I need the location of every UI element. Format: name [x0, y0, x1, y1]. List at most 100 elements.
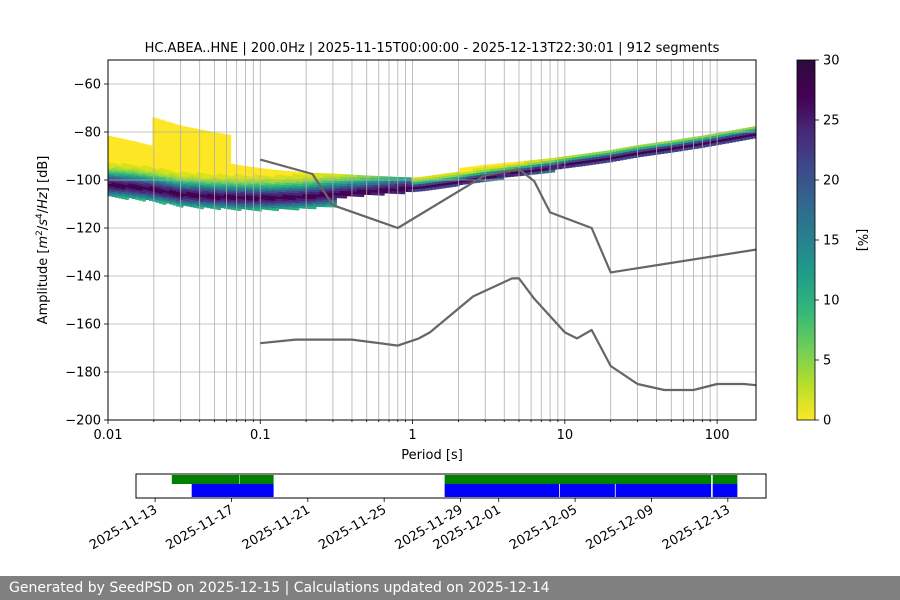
density-cell [261, 204, 266, 208]
density-cell [738, 135, 743, 139]
density-cell [169, 146, 174, 150]
density-cell [462, 179, 467, 183]
density-cell [312, 180, 317, 183]
density-cell [213, 168, 218, 172]
density-cell [152, 184, 157, 188]
density-cell [183, 131, 187, 134]
density-cell [486, 164, 491, 168]
density-cell [223, 153, 228, 156]
density-cell [138, 157, 143, 160]
density-cell [114, 192, 119, 196]
density-cell [155, 154, 160, 158]
density-cell [704, 137, 709, 140]
density-cell [203, 176, 208, 179]
density-cell [592, 152, 597, 156]
density-cell [186, 175, 191, 178]
density-cell [203, 164, 208, 167]
density-cell [159, 136, 163, 140]
density-cell [125, 163, 129, 167]
density-cell [230, 207, 235, 210]
density-cell [653, 152, 658, 155]
density-cell [196, 136, 201, 139]
density-cell [155, 144, 160, 148]
density-cell [172, 128, 177, 132]
density-cell [530, 167, 535, 170]
density-cell [217, 135, 221, 139]
density-cell [227, 165, 232, 169]
density-cell [333, 190, 337, 194]
density-cell [152, 153, 157, 157]
density-cell [374, 190, 378, 193]
density-cell [121, 143, 126, 147]
density-cell [196, 160, 201, 163]
density-cell [206, 195, 211, 199]
density-cell [230, 173, 235, 177]
density-cell [162, 173, 167, 177]
density-cell [619, 148, 624, 151]
density-cell [172, 157, 177, 160]
density-cell [220, 179, 225, 182]
density-cell [711, 140, 716, 144]
density-cell [605, 157, 610, 161]
density-cell [210, 201, 215, 205]
density-cell [108, 138, 112, 142]
density-cell [155, 132, 160, 136]
density-cell [200, 170, 204, 174]
density-cell [152, 119, 157, 123]
density-cell [322, 187, 327, 191]
density-cell [254, 193, 259, 197]
density-cell [227, 141, 232, 145]
density-cell [271, 169, 276, 173]
density-cell [732, 139, 736, 143]
density-cell [145, 187, 150, 191]
density-cell [640, 154, 644, 157]
density-cell [278, 182, 283, 185]
density-cell [162, 197, 167, 201]
density-cell [254, 167, 259, 171]
density-cell [172, 198, 177, 201]
density-cell [125, 185, 129, 188]
density-cell [210, 206, 215, 209]
density-cell [114, 151, 119, 155]
density-cell [281, 189, 286, 193]
availability-span [615, 484, 712, 497]
density-cell [189, 151, 194, 155]
x-tick-label: 0.1 [250, 428, 271, 443]
density-cell [302, 203, 307, 207]
density-cell [227, 194, 232, 198]
density-cell [493, 173, 498, 177]
y-tick-label: −140 [65, 270, 101, 285]
density-cell [534, 164, 539, 168]
density-cell [131, 169, 136, 173]
density-cell [162, 151, 167, 155]
density-cell [217, 188, 221, 191]
density-cell [329, 175, 334, 179]
density-cell [428, 180, 433, 184]
density-cell [200, 160, 204, 164]
density-cell [138, 190, 143, 194]
density-cell [131, 145, 136, 149]
density-cell [241, 180, 245, 183]
density-cell [432, 179, 436, 183]
density-cell [738, 131, 743, 134]
density-cell [551, 157, 556, 161]
density-cell [159, 172, 163, 176]
density-cell [254, 172, 259, 176]
density-cell [360, 179, 365, 183]
density-cell [670, 145, 675, 148]
density-cell [189, 156, 194, 160]
density-cell [408, 186, 412, 190]
density-cell [462, 181, 467, 185]
density-cell [302, 196, 307, 200]
density-cell [179, 147, 184, 150]
density-cell [210, 155, 215, 159]
density-cell [691, 144, 696, 147]
density-cell [353, 189, 358, 192]
density-cell [241, 192, 245, 195]
density-cell [118, 150, 123, 153]
density-cell [206, 143, 211, 146]
density-cell [186, 127, 191, 130]
density-cell [374, 185, 378, 189]
density-cell [322, 197, 327, 200]
density-cell [241, 165, 245, 169]
